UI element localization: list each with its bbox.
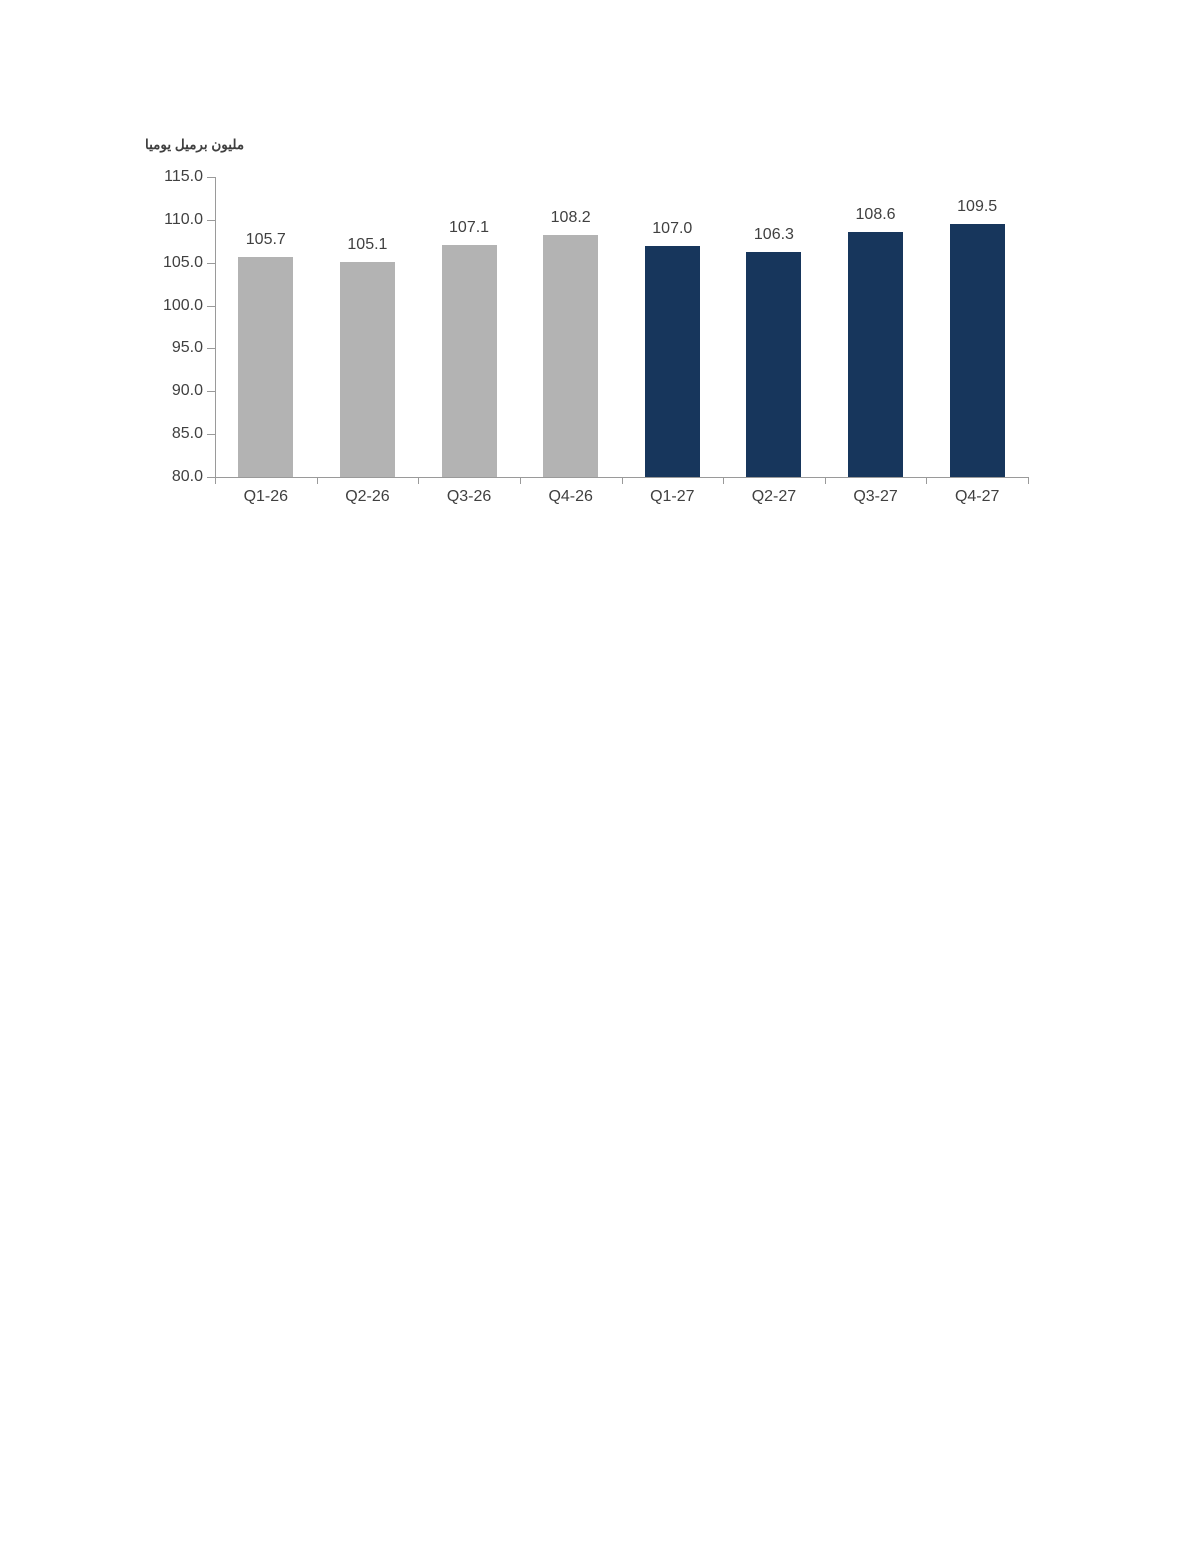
bar-value-label: 107.0: [652, 219, 693, 237]
bar-Q3-26: [441, 244, 497, 477]
bar-Q2-27: [746, 251, 802, 477]
x-axis-tick: [316, 477, 318, 484]
x-axis-category-label: Q3-26: [446, 488, 492, 505]
x-axis-tick: [824, 477, 826, 484]
bar-value-label: 107.1: [449, 218, 490, 236]
bar-value-label: 108.2: [550, 209, 591, 227]
x-axis-tick: [519, 477, 521, 484]
y-axis-tick: [207, 477, 215, 478]
y-axis-tick-label: 115.0: [164, 168, 203, 185]
x-axis-category-label: Q3-27: [853, 488, 898, 505]
y-axis-line: [215, 177, 216, 477]
y-axis-tick-label: 90.0: [171, 382, 203, 400]
bar-value-label: 105.7: [245, 230, 286, 248]
bar-Q2-26: [339, 261, 395, 477]
y-axis-tick: [207, 391, 215, 393]
y-axis-tick: [207, 434, 215, 436]
bar-value-label: 109.5: [957, 198, 998, 216]
x-axis-category-label: Q2-26: [345, 488, 390, 505]
bar-value-label: 106.3: [753, 225, 794, 243]
y-axis-tick: [207, 348, 215, 350]
y-axis-tick-label: 110.0: [164, 210, 203, 228]
chart-title: مليون برميل يوميا: [145, 137, 245, 152]
x-axis-tick: [926, 477, 928, 484]
bar-value-label: 105.1: [347, 235, 388, 253]
x-axis-category-label: Q1-27: [650, 488, 695, 505]
bar-value-label: 108.6: [855, 205, 896, 223]
x-axis-category-label: Q2-27: [751, 488, 797, 505]
bar-chart: مليون برميل يوميا 115.0 110.0 105.0 100.0 95…: [0, 0, 1100, 560]
x-axis-tick: [1028, 477, 1029, 484]
y-axis-tick-label: 80.0: [171, 468, 203, 485]
y-axis-tick-label: 95.0: [171, 339, 203, 357]
y-axis-tick-label: 100.0: [162, 296, 203, 314]
bar-Q4-27: [949, 224, 1005, 477]
y-axis-tick: [207, 305, 215, 307]
bar-Q1-27: [644, 245, 700, 477]
x-axis-category-label: Q4-27: [954, 488, 1000, 505]
bar-Q3-27: [848, 231, 904, 477]
x-axis-tick: [418, 477, 420, 484]
bar-Q1-26: [238, 256, 294, 477]
x-axis-category-label: Q1-26: [243, 488, 289, 505]
x-axis-category-label: Q4-26: [548, 488, 593, 505]
y-axis-tick-label: 85.0: [171, 425, 203, 443]
x-axis-tick: [723, 477, 725, 484]
y-axis-tick: [207, 177, 215, 178]
x-axis-tick: [215, 477, 216, 484]
y-axis-tick: [207, 262, 215, 264]
bar-Q4-26: [543, 235, 599, 477]
x-axis-tick: [621, 477, 623, 484]
y-axis-tick: [207, 219, 215, 221]
y-axis-tick-label: 105.0: [162, 253, 203, 271]
